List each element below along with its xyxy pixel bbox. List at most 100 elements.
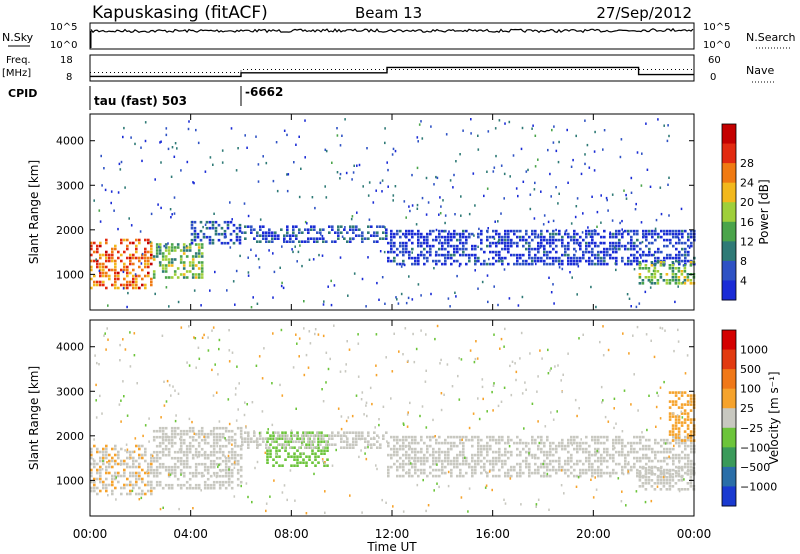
freq-tick-low: 8 [66,72,72,83]
power-cbar-tick-3: 16 [740,216,754,229]
sky-search-panel: N.Sky 10^5 10^0 10^5 10^0 N.Search [2,22,796,51]
power-y-label: Slant Range [km] [27,160,41,264]
freq-nave-panel: Freq. [MHz] 18 8 60 0 Nave [2,54,776,83]
cpid-segment-1: tau (fast) 503 [94,94,187,108]
power-colorbar: 4 8 12 16 20 24 28 [721,123,754,301]
power-cbar-tick-4: 20 [740,196,754,209]
sky-tick-high: 10^5 [50,22,77,33]
freq-series-line [90,66,694,78]
sky-panel-frame [89,22,695,50]
velocity-ytick-1: 2000 [56,430,84,443]
time-axis: 00:00 04:00 08:00 12:00 16:00 20:00 00:00 [73,114,712,541]
power-cbar-seg-0 [722,124,736,145]
velocity-cbar-seg-3 [722,388,736,409]
sky-tick-low: 10^0 [50,40,77,51]
power-cbar-seg-8 [722,280,736,301]
power-cbar-seg-2 [722,163,736,184]
velocity-cbar-seg-6 [722,447,736,468]
x-tick-4: 16:00 [475,527,510,541]
velocity-data-layer [90,324,696,515]
search-tick-high: 10^5 [703,22,730,33]
velocity-cbar-tick-5: −100 [740,441,770,454]
x-tick-1: 04:00 [173,527,208,541]
power-data-layer [90,118,696,309]
search-label: N.Search [746,31,796,44]
x-tick-6: 00:00 [677,527,712,541]
date-title: 27/Sep/2012 [596,4,692,22]
x-tick-0: 00:00 [73,527,108,541]
velocity-cbar-tick-7: −1000 [740,480,777,493]
freq-panel-frame [89,54,695,82]
velocity-region-1 [152,426,243,490]
velocity-region-0 [90,444,153,496]
power-region-3 [241,225,388,243]
velocity-colorbar: 1000 500 100 25 −25 −100 −500 −1000 [721,329,777,507]
cpid-row: CPID tau (fast) 503 -6662 [8,85,283,110]
velocity-colorbar-label: Velocity [m s⁻¹] [767,371,781,464]
velocity-cbar-seg-0 [722,330,736,351]
nave-tick-low: 0 [710,72,716,83]
velocity-y-label: Slant Range [km] [27,366,41,470]
velocity-cbar-seg-8 [722,486,736,507]
power-region-4 [387,229,696,266]
power-ytick-0: 1000 [56,268,84,281]
velocity-cbar-seg-7 [722,466,736,487]
power-cbar-tick-2: 12 [740,235,754,248]
power-region-0 [90,238,153,290]
sky-label: N.Sky [2,31,34,44]
velocity-cbar-tick-0: 1000 [740,344,768,357]
power-region-5 [638,261,696,285]
velocity-panel-frame [89,319,695,517]
sky-series-line [90,27,694,34]
cpid-label: CPID [8,87,37,100]
power-ytick-2: 3000 [56,179,84,192]
power-cbar-seg-3 [722,182,736,203]
velocity-cbar-seg-5 [722,427,736,448]
power-panel: 1000 2000 3000 4000 Slant Range [km] 4 8 12 16… [27,113,771,311]
power-region-1 [152,243,204,279]
velocity-cbar-tick-4: −25 [740,422,763,435]
x-tick-3: 12:00 [375,527,410,541]
velocity-sparse-echoes [92,324,691,515]
power-y-axis: 1000 2000 3000 4000 [56,135,694,281]
velocity-panel: 1000 2000 3000 4000 Slant Range [km] 1000 50… [27,319,781,517]
power-ytick-3: 4000 [56,135,84,148]
velocity-cbar-tick-3: 25 [740,402,754,415]
x-tick-2: 08:00 [274,527,309,541]
power-cbar-tick-5: 24 [740,177,754,190]
freq-label-1: Freq. [6,55,31,66]
power-cbar-frame [721,123,737,301]
power-region-2 [190,220,242,245]
power-cbar-seg-6 [722,241,736,262]
power-cbar-seg-5 [722,221,736,242]
beam-title: Beam 13 [355,4,422,22]
power-colorbar-label: Power [dB] [757,179,771,244]
freq-label-2: [MHz] [2,68,31,79]
velocity-cbar-tick-6: −500 [740,461,770,474]
station-title: Kapuskasing (fitACF) [92,3,268,23]
velocity-region-4 [387,435,696,478]
velocity-cbar-seg-1 [722,349,736,370]
velocity-cbar-tick-2: 100 [740,383,761,396]
velocity-ytick-2: 3000 [56,385,84,398]
velocity-cbar-frame [721,329,737,507]
velocity-ytick-0: 1000 [56,474,84,487]
nave-label: Nave [746,64,774,77]
power-cbar-tick-6: 28 [740,157,754,170]
velocity-y-axis: 1000 2000 3000 4000 [56,341,694,487]
freq-tick-high: 18 [60,55,73,66]
power-cbar-seg-1 [722,143,736,164]
power-cbar-seg-4 [722,202,736,223]
velocity-cbar-tick-1: 500 [740,363,761,376]
x-tick-5: 20:00 [576,527,611,541]
search-tick-low: 10^0 [703,40,730,51]
velocity-region-3 [241,431,388,449]
power-cbar-tick-0: 4 [740,274,747,287]
power-cbar-tick-1: 8 [740,255,747,268]
power-ytick-1: 2000 [56,224,84,237]
cpid-segment-2: -6662 [245,85,283,99]
x-axis-label: Time UT [366,540,417,554]
power-cbar-seg-7 [722,260,736,281]
power-sparse-echoes [93,118,691,309]
